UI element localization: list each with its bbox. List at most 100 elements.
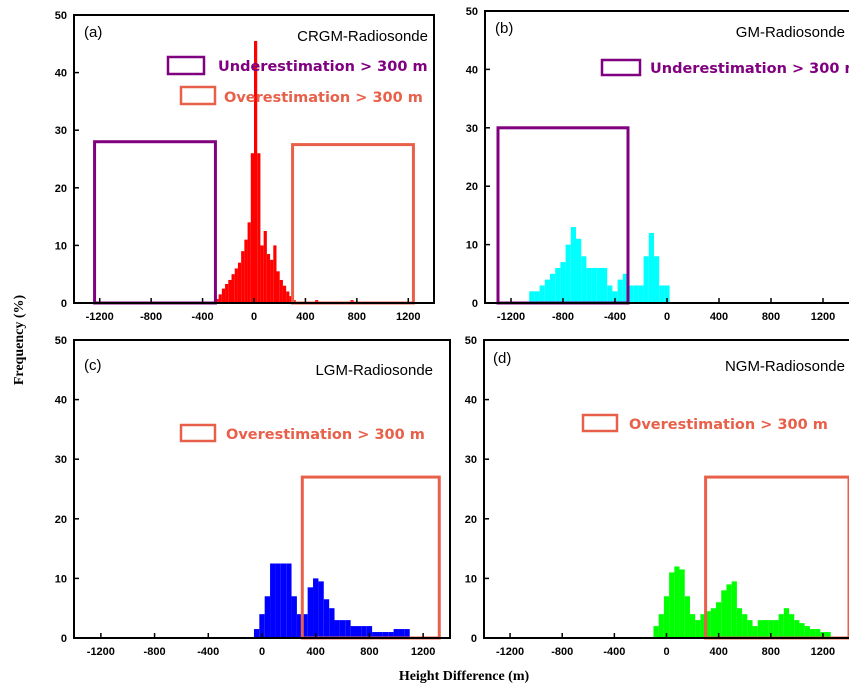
- histogram-bar: [560, 262, 566, 303]
- histogram-bar: [804, 626, 810, 638]
- histogram-bar: [215, 298, 219, 303]
- histogram-bar: [398, 629, 405, 638]
- histogram-bar: [388, 632, 394, 638]
- y-tick-label: 40: [465, 395, 477, 407]
- x-tick-label: 400: [709, 646, 727, 658]
- histogram-bar: [234, 268, 238, 303]
- y-tick-label: 0: [61, 633, 67, 645]
- histogram-bar: [377, 632, 383, 638]
- histogram-bar: [270, 563, 276, 638]
- legend-swatch: [179, 423, 217, 443]
- histogram-bar: [345, 620, 351, 638]
- y-tick-label: 30: [466, 123, 478, 135]
- histogram-bar: [815, 629, 821, 638]
- x-tick-label: 0: [663, 646, 669, 658]
- histogram-bar: [286, 563, 292, 638]
- legend-label: Overestimation > 300 m: [226, 427, 425, 443]
- x-tick-label: 800: [762, 646, 780, 658]
- histogram-bar: [664, 285, 670, 303]
- histogram-bar: [617, 279, 623, 303]
- histogram-bar: [586, 267, 592, 303]
- x-tick-label: 1200: [811, 646, 835, 658]
- histogram-bar: [393, 629, 399, 638]
- histogram-bar: [633, 285, 639, 303]
- panel-title: NGM-Radiosonde: [725, 358, 845, 375]
- histogram-bar: [778, 614, 784, 638]
- histogram-bar: [350, 626, 356, 638]
- legend-swatch: [179, 85, 217, 106]
- legend-swatch: [581, 413, 619, 433]
- x-tick-label: -1200: [497, 311, 525, 323]
- histogram-bar: [329, 608, 335, 638]
- histogram-bar: [366, 626, 373, 638]
- y-tick-label: 10: [55, 573, 67, 585]
- histogram-bar: [705, 611, 711, 638]
- histogram-bar: [529, 291, 535, 303]
- histogram-bar: [612, 291, 618, 303]
- panel-title: LGM-Radiosonde: [315, 362, 433, 379]
- histogram-bar: [747, 620, 753, 638]
- y-tick-label: 30: [465, 454, 477, 466]
- histogram-bar: [799, 623, 805, 638]
- histogram-bar: [323, 599, 330, 638]
- histogram-bar: [663, 596, 670, 638]
- histogram-bar: [318, 581, 324, 638]
- histogram-bar: [581, 256, 587, 303]
- histogram-bar: [710, 608, 717, 638]
- y-tick-label: 30: [55, 125, 67, 137]
- histogram-bar: [276, 271, 280, 303]
- histogram-bar: [334, 620, 340, 638]
- histogram-bar: [296, 614, 303, 638]
- histogram-bar: [250, 153, 254, 303]
- legend-label: Overestimation > 300 m: [629, 417, 828, 433]
- histogram-bar: [534, 291, 540, 303]
- histogram-bar: [757, 620, 763, 638]
- histogram-bar: [700, 614, 706, 638]
- histogram-bar: [809, 629, 816, 638]
- histogram-bar: [752, 626, 758, 638]
- histogram-bar: [550, 273, 556, 303]
- panel-3: 0 10 20 30 40 50 -1200 -800 -400 0 400 800 1200 (c) LG…: [55, 335, 451, 658]
- legend-label: Underestimation > 300 m: [650, 61, 849, 77]
- histogram-bar: [313, 578, 319, 638]
- panel-4: 0 10 20 30 40 50 -1200 -800 -400 0 400 800 1200 (d) NG…: [465, 335, 849, 658]
- histogram-bar: [825, 632, 831, 638]
- x-tick-label: -400: [603, 646, 625, 658]
- panel-letter: (d): [493, 350, 511, 367]
- histogram-bar: [659, 285, 665, 303]
- histogram-bar: [241, 251, 245, 303]
- histogram-bar: [544, 279, 550, 303]
- x-tick-label: -1200: [496, 646, 524, 658]
- histogram-bar: [231, 274, 235, 303]
- histogram-bar: [674, 566, 680, 638]
- histogram-bar: [721, 590, 727, 638]
- x-tick-label: 400: [710, 311, 728, 323]
- panel-2: 0 10 20 30 40 50 -1200 -800 -400 0 400 800 1200 (b) GM…: [466, 6, 849, 323]
- x-tick-label: -800: [552, 311, 574, 323]
- x-tick-label: -800: [144, 646, 166, 658]
- panel-letter: (c): [84, 357, 102, 374]
- histogram-bar: [289, 296, 293, 303]
- histogram-bar: [225, 283, 229, 303]
- y-tick-label: 50: [465, 335, 477, 347]
- x-tick-label: -1200: [86, 311, 114, 323]
- histogram-bar: [643, 256, 649, 303]
- histogram-bar: [237, 262, 242, 303]
- y-tick-label: 40: [466, 64, 478, 76]
- x-tick-label: 400: [307, 646, 325, 658]
- histogram-bar: [263, 231, 267, 303]
- y-tick-label: 40: [55, 395, 67, 407]
- histogram-bar: [648, 232, 654, 303]
- histogram-bar: [669, 572, 675, 638]
- histogram-bar: [361, 626, 367, 638]
- histogram-bar: [726, 584, 732, 638]
- histogram-bar: [539, 285, 545, 303]
- histogram-bar: [260, 245, 264, 303]
- histogram-bar: [339, 620, 346, 638]
- histogram-bar: [253, 629, 260, 638]
- histogram-bar: [794, 620, 800, 638]
- histogram-bar: [257, 153, 261, 303]
- x-tick-label: 1200: [396, 311, 420, 323]
- histogram-bar: [684, 596, 690, 638]
- histogram-bar: [382, 632, 389, 638]
